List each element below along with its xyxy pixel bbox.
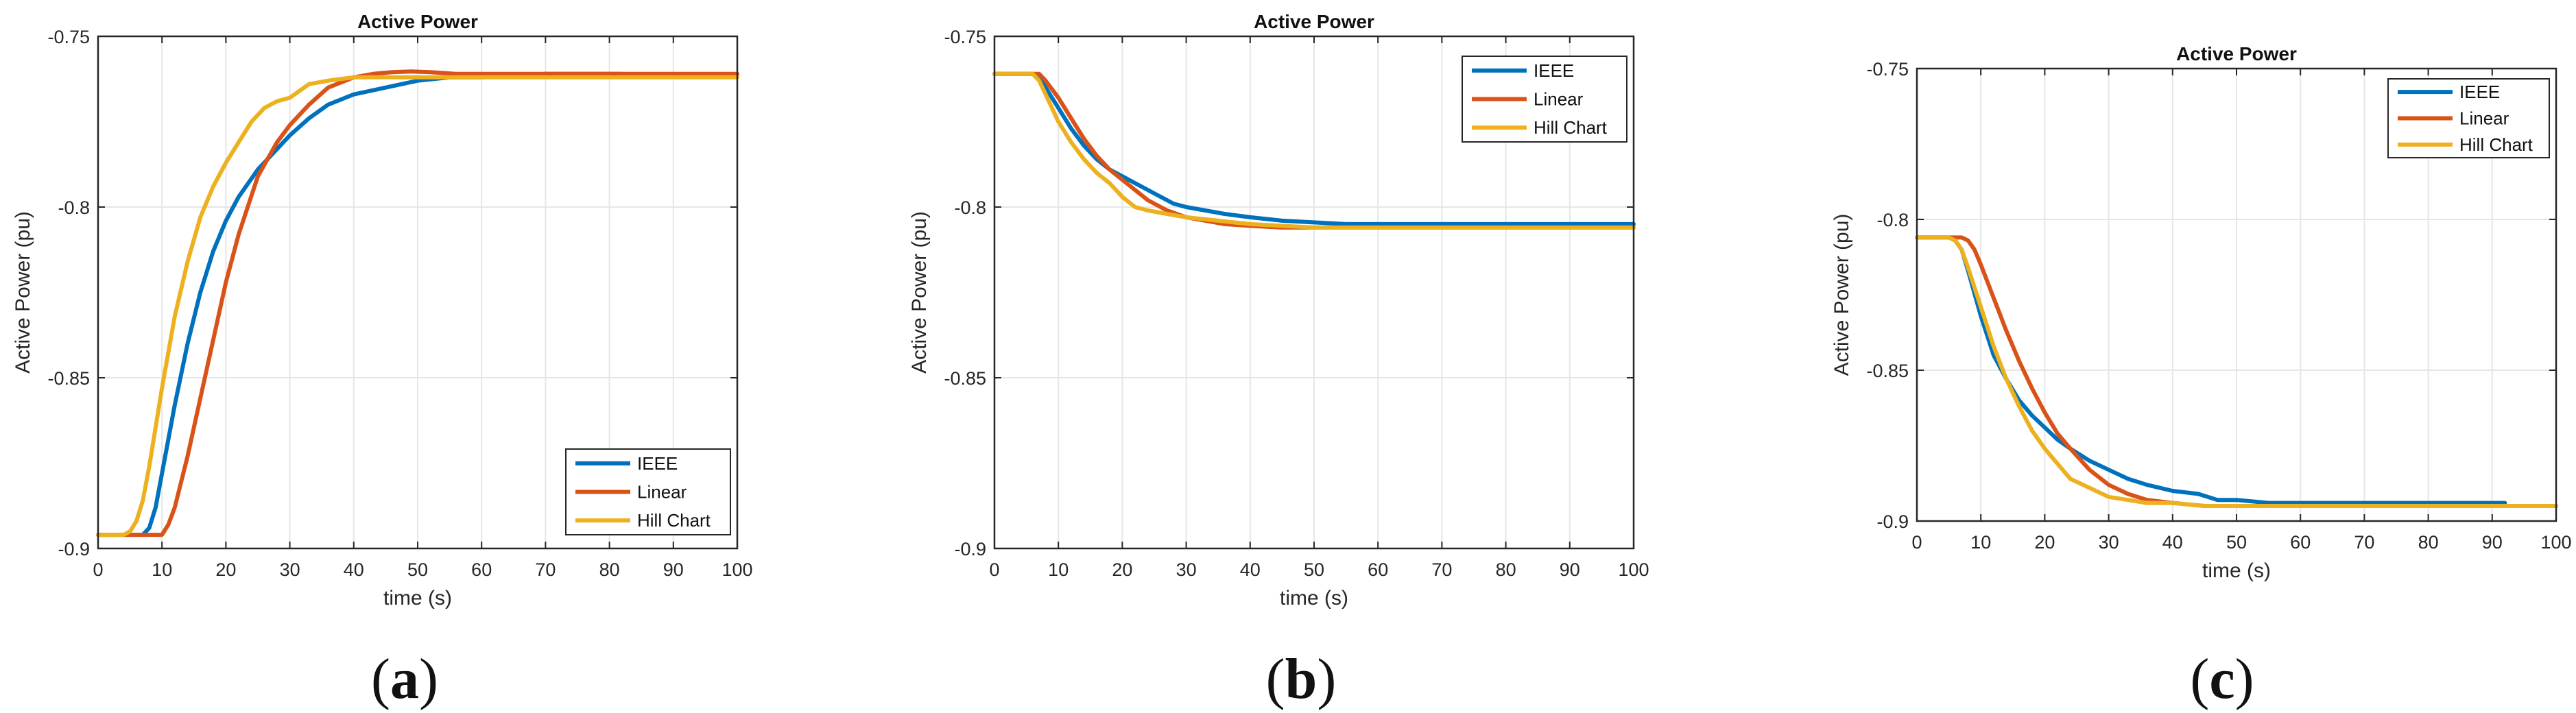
chart-panel-c: 0 10 20 30 40 50 60 70 80 90 100 -0.9 -0.85 -0.8 -0.75… <box>1830 43 2572 711</box>
x-tick-label: 80 <box>2418 532 2439 553</box>
chart-title: Active Power <box>2176 43 2297 64</box>
legend-label: IEEE <box>637 453 678 474</box>
x-tick-label: 10 <box>152 559 172 580</box>
x-tick-label: 100 <box>1618 559 1649 580</box>
x-tick-label: 100 <box>2540 532 2571 553</box>
x-axis-label: time (s) <box>1280 587 1348 609</box>
legend-label: Linear <box>637 482 687 503</box>
x-tick-label: 40 <box>1240 559 1261 580</box>
y-axis-label: Active Power (pu) <box>12 211 34 374</box>
chart-title: Active Power <box>357 11 478 32</box>
panel-label: c <box>2209 647 2234 711</box>
y-axis-label: Active Power (pu) <box>1830 214 1853 376</box>
legend-label: Hill Chart <box>637 510 711 531</box>
y-tick-label: -0.75 <box>944 27 986 47</box>
y-tick-label: -0.85 <box>47 368 90 389</box>
y-tick-label: -0.9 <box>58 539 90 559</box>
legend-label: IEEE <box>2459 82 2500 102</box>
x-tick-label: 90 <box>1560 559 1580 580</box>
legend-label: IEEE <box>1534 60 1574 81</box>
panel-caption: (c) <box>2190 647 2254 711</box>
series-line-hill-chart <box>96 75 739 537</box>
x-tick-label: 50 <box>2226 532 2247 553</box>
x-tick-label: 60 <box>1368 559 1388 580</box>
chart-title: Active Power <box>1254 11 1374 32</box>
x-tick-label: 70 <box>535 559 556 580</box>
x-axis-label: time (s) <box>2202 559 2271 582</box>
y-tick-label: -0.8 <box>58 197 90 218</box>
x-tick-label: 0 <box>93 559 103 580</box>
legend: IEEE Linear Hill Chart <box>565 448 731 535</box>
x-tick-label: 80 <box>599 559 620 580</box>
y-tick-label: -0.9 <box>1876 511 1909 532</box>
x-tick-label: 60 <box>2290 532 2311 553</box>
x-tick-label: 50 <box>1304 559 1324 580</box>
x-tick-label: 0 <box>989 559 999 580</box>
panel-label: b <box>1285 647 1317 711</box>
series-line-hill-chart <box>992 71 1636 230</box>
y-tick-label: -0.9 <box>954 539 986 559</box>
x-tick-label: 30 <box>1176 559 1197 580</box>
y-tick-label: -0.8 <box>1876 210 1909 230</box>
legend-label: Linear <box>1534 89 1584 110</box>
x-tick-label: 10 <box>1048 559 1069 580</box>
panel-caption: (b) <box>1266 647 1337 711</box>
y-axis-label: Active Power (pu) <box>908 211 931 374</box>
chart-panel-b: 0 10 20 30 40 50 60 70 80 90 100 -0.9 -0.85 -0.8 -0.75… <box>908 11 1649 711</box>
x-tick-label: 70 <box>2354 532 2374 553</box>
series-line-hill-chart <box>1915 235 2558 508</box>
legend-label: Hill Chart <box>1534 117 1608 138</box>
x-tick-label: 20 <box>1112 559 1132 580</box>
series-line-linear <box>96 69 739 537</box>
x-axis-label: time (s) <box>383 587 452 609</box>
x-tick-label: 90 <box>2482 532 2503 553</box>
series-line-ieee <box>96 71 625 537</box>
x-tick-label: 0 <box>1911 532 1922 553</box>
chart-panel-a: 0 10 20 30 40 50 60 70 80 90 100 -0.9 -0.85 -0.8 -0.75… <box>12 11 753 711</box>
x-tick-label: 70 <box>1431 559 1452 580</box>
series-line-ieee <box>992 71 1636 226</box>
x-tick-label: 40 <box>2162 532 2183 553</box>
y-tick-label: -0.85 <box>944 368 986 389</box>
y-tick-label: -0.85 <box>1866 361 1909 381</box>
x-tick-label: 60 <box>471 559 492 580</box>
y-tick-label: -0.8 <box>954 197 986 218</box>
x-tick-label: 30 <box>280 559 300 580</box>
y-tick-label: -0.75 <box>47 27 90 47</box>
x-tick-label: 100 <box>721 559 752 580</box>
y-tick-label: -0.75 <box>1866 59 1909 80</box>
x-tick-label: 20 <box>215 559 236 580</box>
legend: IEEE Linear Hill Chart <box>2387 78 2550 158</box>
panel-label: a <box>390 647 419 711</box>
x-tick-label: 40 <box>344 559 364 580</box>
legend: IEEE Linear Hill Chart <box>1462 56 1627 143</box>
x-tick-label: 80 <box>1496 559 1516 580</box>
x-tick-label: 90 <box>663 559 684 580</box>
x-tick-label: 30 <box>2099 532 2119 553</box>
legend-label: Linear <box>2459 108 2509 129</box>
legend-label: Hill Chart <box>2459 134 2533 155</box>
x-tick-label: 10 <box>1970 532 1991 553</box>
x-tick-label: 20 <box>2034 532 2055 553</box>
x-tick-label: 50 <box>407 559 428 580</box>
panel-caption: (a) <box>371 647 438 711</box>
